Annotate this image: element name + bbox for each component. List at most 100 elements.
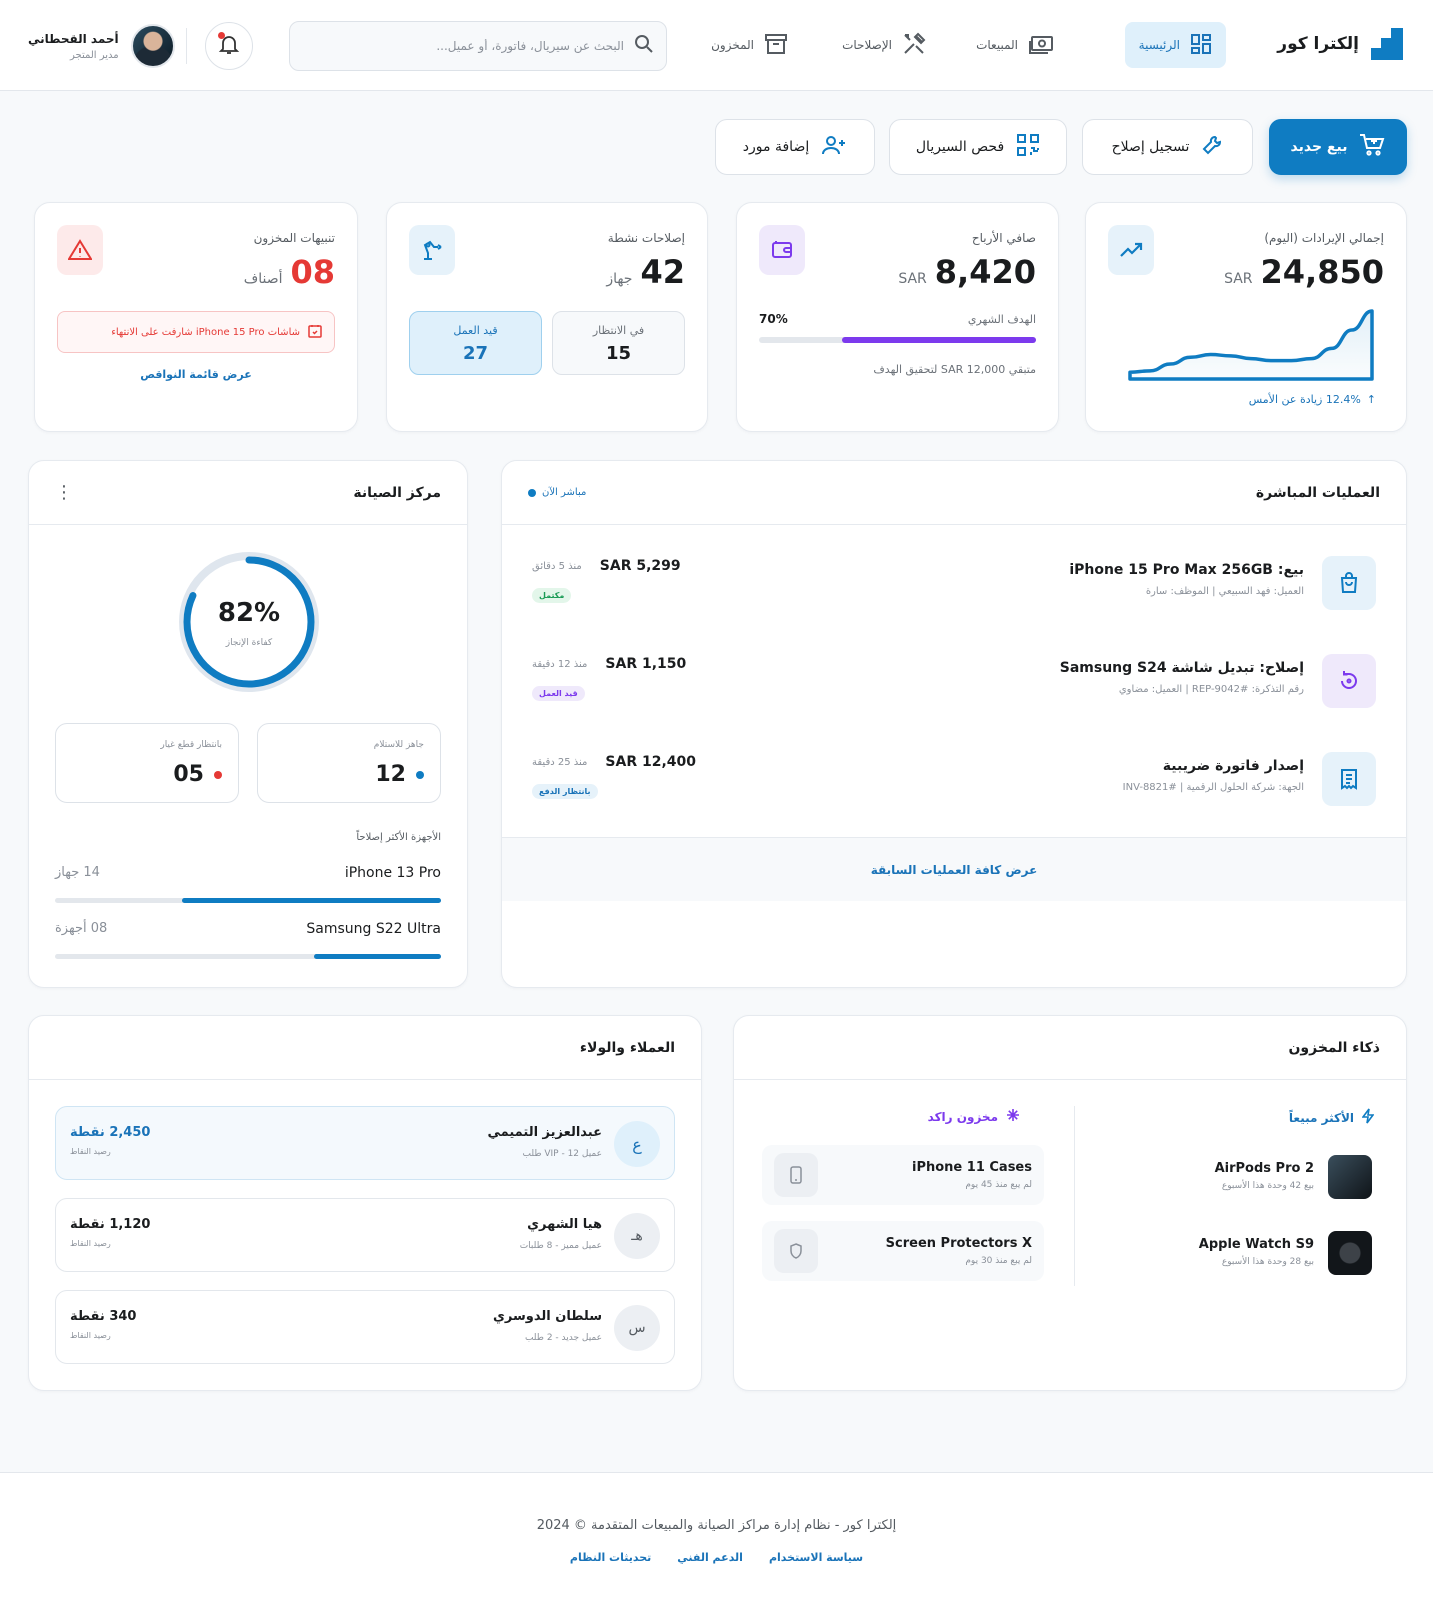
footer-link-support[interactable]: الدعم الفني bbox=[677, 1551, 743, 1564]
nav-repairs[interactable]: الإصلاحات bbox=[828, 22, 940, 68]
customer-points: 2,450 نقطة bbox=[70, 1125, 151, 1140]
efficiency-value: 82% bbox=[217, 598, 281, 628]
inprogress-repairs[interactable]: قيد العمل 27 bbox=[409, 311, 542, 375]
list-item[interactable]: بيع: iPhone 15 Pro Max 256GB العميل: فهد… bbox=[532, 556, 1376, 612]
calendar-alert-icon bbox=[308, 324, 322, 341]
nav-repairs-label: الإصلاحات bbox=[842, 38, 892, 52]
register-repair-button[interactable]: تسجيل إصلاح bbox=[1082, 119, 1253, 175]
list-item[interactable]: AirPods Pro 2 بيع 42 وحدة هذا الأسبوع bbox=[1082, 1155, 1372, 1201]
device-name: iPhone 13 Pro bbox=[344, 865, 441, 881]
arrow-up-icon: ↑ bbox=[1366, 393, 1376, 406]
nav-inventory-label: المخزون bbox=[711, 38, 754, 52]
footer-links: سياسة الاستخدام الدعم الفني تحديثات النظ… bbox=[0, 1551, 1433, 1564]
revenue-change-text: 12.4% زيادة عن الأمس bbox=[1248, 393, 1361, 406]
ready-for-pickup[interactable]: جاهز للاستلام 12 bbox=[257, 723, 441, 803]
footer-link-updates[interactable]: تحديثات النظام bbox=[569, 1551, 652, 1564]
customer-name: هيا الشهري bbox=[527, 1217, 602, 1232]
parts-value-row: 05 bbox=[173, 762, 222, 787]
list-item[interactable]: إصدار فاتورة ضريبية الجهة: شركة الحلول ا… bbox=[532, 752, 1376, 808]
efficiency-label: كفاءة الإنجاز bbox=[225, 638, 273, 648]
register-repair-label: تسجيل إصلاح bbox=[1111, 139, 1190, 155]
view-all-operations-link[interactable]: عرض كافة العمليات السابقة bbox=[870, 862, 1038, 877]
tools-icon bbox=[902, 32, 926, 59]
divider bbox=[1074, 1106, 1075, 1286]
list-item[interactable]: iPhone 11 Cases لم يبع منذ 45 يوم bbox=[762, 1145, 1044, 1205]
nav-sales[interactable]: المبيعات bbox=[962, 22, 1068, 68]
user-profile[interactable]: أحمد القحطاني مدير المتجر bbox=[28, 24, 175, 68]
customer-sub: عميل مميز - 8 طلبات bbox=[519, 1241, 602, 1251]
goal-label: الهدف الشهري bbox=[967, 313, 1036, 326]
customer-points: 1,120 نقطة bbox=[70, 1217, 151, 1232]
view-shortages-link[interactable]: عرض قائمة النواقص bbox=[140, 368, 252, 381]
points-balance-label: رصيد النقاط bbox=[70, 1147, 111, 1156]
avatar bbox=[130, 24, 175, 68]
top-navbar: إلكترا كور الرئيسية المبيعات الإصلاحات ا… bbox=[0, 0, 1433, 91]
device-bar-fill bbox=[182, 898, 441, 903]
nav-inventory[interactable]: المخزون bbox=[697, 22, 802, 68]
stock-alert-banner[interactable]: شاشات iPhone 15 Pro شارفت على الانتهاء bbox=[57, 311, 335, 353]
nav-home[interactable]: الرئيسية bbox=[1124, 22, 1226, 68]
operation-amount: SAR 5,299 bbox=[599, 558, 681, 574]
revenue-change: ↑ 12.4% زيادة عن الأمس bbox=[1249, 393, 1376, 406]
live-operations-panel: العمليات المباشرة مباشر الآن بيع: iPhone… bbox=[501, 460, 1407, 988]
stock-alerts-card: تنبيهات المخزون 08 أصناف شاشات iPhone 15… bbox=[34, 202, 358, 432]
status-badge: بانتظار الدفع bbox=[532, 784, 598, 799]
operation-time: منذ 25 دقيقة bbox=[532, 756, 588, 768]
notifications-button[interactable] bbox=[205, 22, 253, 70]
customer-name: سلطان الدوسري bbox=[493, 1309, 602, 1324]
customer-sub: عميل جديد - 2 طلب bbox=[524, 1333, 602, 1343]
list-item[interactable]: Screen Protectors X لم يبع منذ 30 يوم bbox=[762, 1221, 1044, 1281]
status-badge: مكتمل bbox=[532, 588, 572, 603]
customer-card[interactable]: ع عبدالعزيز التميمي عميل VIP - 12 طلب 2,… bbox=[55, 1106, 675, 1180]
top-devices-label: الأجهزة الأكثر إصلاحاً bbox=[356, 832, 441, 843]
customer-card[interactable]: هـ هيا الشهري عميل مميز - 8 طلبات 1,120 … bbox=[55, 1198, 675, 1272]
view-all-operations: عرض كافة العمليات السابقة bbox=[502, 837, 1406, 901]
new-sale-label: بيع جديد bbox=[1290, 139, 1348, 155]
operation-title: إصلاح: تبديل شاشة Samsung S24 bbox=[1059, 660, 1304, 676]
footer-text: إلكترا كور - نظام إدارة مراكز الصيانة وا… bbox=[536, 1518, 897, 1533]
operation-amount: SAR 12,400 bbox=[605, 754, 697, 770]
profit-value-row: 8,420 SAR bbox=[890, 253, 1036, 291]
airpods-thumbnail-icon bbox=[1328, 1155, 1372, 1199]
shopping-bag-icon bbox=[1322, 556, 1376, 610]
customer-name: عبدالعزيز التميمي bbox=[487, 1125, 603, 1140]
search-input[interactable] bbox=[302, 39, 624, 53]
refresh-icon bbox=[1322, 654, 1376, 708]
repairs-card: إصلاحات نشطة 42 جهاز في الانتظار 15 قيد … bbox=[386, 202, 708, 432]
add-supplier-button[interactable]: إضافة مورد bbox=[715, 119, 875, 175]
brand[interactable]: إلكترا كور bbox=[1277, 28, 1403, 60]
customers-title: العملاء والولاء bbox=[579, 1039, 675, 1056]
notification-dot bbox=[218, 32, 225, 39]
shield-icon bbox=[774, 1229, 818, 1273]
lightning-icon bbox=[1361, 1108, 1375, 1127]
nav-sales-label: المبيعات bbox=[976, 38, 1018, 52]
list-item[interactable]: Apple Watch S9 بيع 28 وحدة هذا الأسبوع bbox=[1082, 1231, 1372, 1277]
operation-meta: SAR 1,150 منذ 12 دقيقة bbox=[532, 656, 686, 672]
awaiting-parts[interactable]: بانتظار قطع غيار 05 bbox=[55, 723, 239, 803]
trending-up-icon bbox=[1108, 225, 1154, 275]
stock-alerts-label: تنبيهات المخزون bbox=[253, 231, 335, 245]
best-sellers-heading: الأكثر مبيعاً bbox=[1288, 1108, 1375, 1127]
stale-stock-label: مخزون راكد bbox=[927, 1109, 998, 1124]
product-sub: لم يبع منذ 30 يوم bbox=[965, 1256, 1032, 1266]
new-sale-button[interactable]: بيع جديد bbox=[1269, 119, 1407, 175]
ready-label: جاهز للاستلام bbox=[373, 740, 424, 750]
customers-loyalty-panel: العملاء والولاء ع عبدالعزيز التميمي عميل… bbox=[28, 1015, 702, 1391]
list-item[interactable]: إصلاح: تبديل شاشة Samsung S24 رقم التذكر… bbox=[532, 654, 1376, 710]
search-icon bbox=[634, 34, 654, 58]
pending-repairs[interactable]: في الانتظار 15 bbox=[552, 311, 685, 375]
customer-card[interactable]: س سلطان الدوسري عميل جديد - 2 طلب 340 نق… bbox=[55, 1290, 675, 1364]
footer-link-terms[interactable]: سياسة الاستخدام bbox=[768, 1551, 864, 1564]
device-bar-track bbox=[55, 898, 441, 903]
points-balance-label: رصيد النقاط bbox=[70, 1331, 111, 1340]
more-options-icon[interactable]: ⋮ bbox=[55, 481, 73, 503]
phone-case-icon bbox=[774, 1153, 818, 1197]
revenue-card: إجمالي الإيرادات (اليوم) 24,850 SAR ↑ 12… bbox=[1085, 202, 1407, 432]
check-serial-button[interactable]: فحص السيريال bbox=[889, 119, 1067, 175]
warning-icon bbox=[57, 225, 103, 275]
stock-value-row: 08 أصناف bbox=[236, 253, 335, 291]
wrench-icon bbox=[1201, 134, 1223, 160]
best-sellers-label: الأكثر مبيعاً bbox=[1288, 1110, 1354, 1125]
revenue-value: 24,850 bbox=[1260, 253, 1384, 291]
customer-sub: عميل VIP - 12 طلب bbox=[522, 1149, 602, 1159]
